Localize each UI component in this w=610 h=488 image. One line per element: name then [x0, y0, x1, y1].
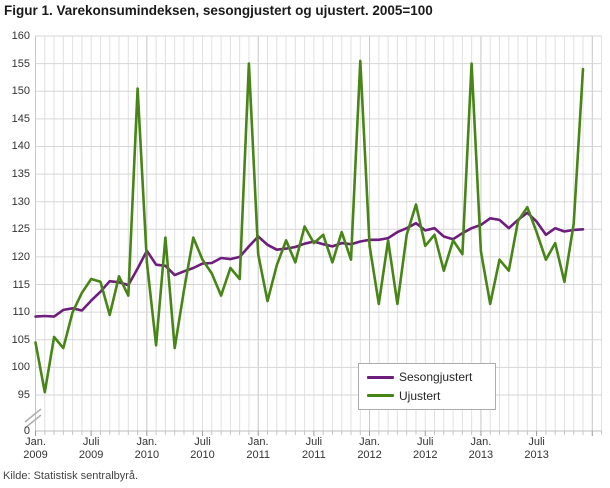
y-tick-label: 0	[23, 425, 30, 437]
axis-break-icon	[24, 408, 42, 423]
x-tick-label: Jan. 2012	[357, 436, 382, 461]
y-tick-label: 100	[11, 361, 30, 374]
x-tick-label: Jan. 2010	[134, 436, 160, 461]
legend-line-swatch	[367, 375, 394, 379]
legend: Sesongjustert Ujustert	[358, 363, 496, 410]
x-tick-label: Jan. 2013	[468, 436, 494, 461]
axis-break-icon	[24, 414, 42, 429]
y-tick-label: 140	[11, 140, 30, 153]
x-tick-label: Juli 2013	[524, 436, 549, 461]
y-tick-label: 125	[11, 223, 30, 236]
x-tick-label: Juli 2010	[190, 436, 215, 461]
y-tick-label: 95	[17, 389, 30, 401]
x-tick-label: Juli 2011	[302, 436, 326, 461]
y-tick-label: 145	[11, 112, 30, 125]
legend-label: Sesongjustert	[399, 370, 473, 385]
y-tick-label: 105	[11, 333, 30, 346]
y-tick-label: 120	[11, 250, 30, 263]
x-tick-label: Jan. 2011	[246, 436, 271, 461]
y-tick-label: 130	[11, 195, 30, 208]
y-tick-label: 150	[11, 85, 30, 98]
y-tick-label: 160	[11, 30, 30, 42]
x-tick-label: Jan. 2009	[23, 436, 48, 461]
legend-item-ujustert[interactable]: Ujustert	[367, 389, 489, 403]
series-line-sesongjustert	[34, 211, 585, 318]
source-note: Kilde: Statistisk sentralbyrå.	[3, 470, 139, 482]
legend-item-sesongjustert[interactable]: Sesongjustert	[367, 370, 489, 384]
y-tick-label: 110	[12, 306, 30, 319]
y-tick-label: 135	[11, 168, 30, 181]
x-tick-label: Juli 2012	[412, 436, 438, 461]
x-tick-label: Juli 2009	[78, 436, 104, 461]
chart-title: Figur 1. Varekonsumindeksen, sesongjuste…	[4, 3, 433, 18]
legend-line-swatch	[367, 394, 394, 398]
y-tick-label: 115	[12, 278, 30, 291]
y-tick-label: 155	[11, 57, 30, 70]
legend-label: Ujustert	[399, 388, 441, 403]
series-line-ujustert	[34, 59, 585, 394]
